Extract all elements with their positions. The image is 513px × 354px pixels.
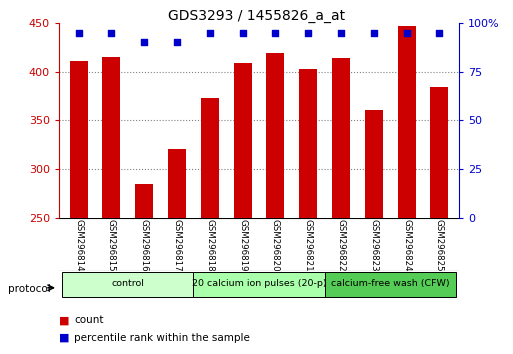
Bar xyxy=(299,69,317,218)
Bar xyxy=(332,58,350,218)
Text: GSM296819: GSM296819 xyxy=(238,219,247,272)
Text: GSM296816: GSM296816 xyxy=(140,219,149,272)
Bar xyxy=(233,63,252,218)
Text: protocol: protocol xyxy=(8,284,50,293)
Bar xyxy=(70,61,88,218)
Point xyxy=(206,30,214,36)
Text: GDS3293 / 1455826_a_at: GDS3293 / 1455826_a_at xyxy=(168,9,345,23)
Text: ■: ■ xyxy=(59,333,69,343)
Point xyxy=(239,30,247,36)
Text: 20 calcium ion pulses (20-p): 20 calcium ion pulses (20-p) xyxy=(192,279,326,289)
Point xyxy=(403,30,411,36)
Text: GSM296814: GSM296814 xyxy=(74,219,83,272)
Text: GSM296817: GSM296817 xyxy=(172,219,182,272)
Text: GSM296820: GSM296820 xyxy=(271,219,280,272)
Point xyxy=(304,30,312,36)
Point xyxy=(74,30,83,36)
Text: GSM296821: GSM296821 xyxy=(304,219,313,272)
Bar xyxy=(135,184,153,218)
Point xyxy=(337,30,345,36)
Text: percentile rank within the sample: percentile rank within the sample xyxy=(74,333,250,343)
Text: GSM296824: GSM296824 xyxy=(402,219,411,272)
Bar xyxy=(430,87,448,218)
Bar xyxy=(398,26,416,218)
Text: control: control xyxy=(111,279,144,289)
Text: GSM296823: GSM296823 xyxy=(369,219,379,272)
Text: GSM296825: GSM296825 xyxy=(435,219,444,272)
Point xyxy=(436,30,444,36)
Text: count: count xyxy=(74,315,104,325)
Text: GSM296815: GSM296815 xyxy=(107,219,116,272)
FancyBboxPatch shape xyxy=(62,272,193,297)
Text: ■: ■ xyxy=(59,315,69,325)
Bar xyxy=(201,98,219,218)
Text: calcium-free wash (CFW): calcium-free wash (CFW) xyxy=(331,279,449,289)
Text: GSM296818: GSM296818 xyxy=(205,219,214,272)
Bar xyxy=(103,57,121,218)
Bar xyxy=(365,110,383,218)
Point xyxy=(140,40,148,45)
FancyBboxPatch shape xyxy=(325,272,456,297)
Bar xyxy=(168,149,186,218)
FancyBboxPatch shape xyxy=(193,272,325,297)
Point xyxy=(173,40,181,45)
Bar xyxy=(266,53,285,218)
Point xyxy=(271,30,280,36)
Text: GSM296822: GSM296822 xyxy=(337,219,346,272)
Point xyxy=(107,30,115,36)
Point xyxy=(370,30,378,36)
